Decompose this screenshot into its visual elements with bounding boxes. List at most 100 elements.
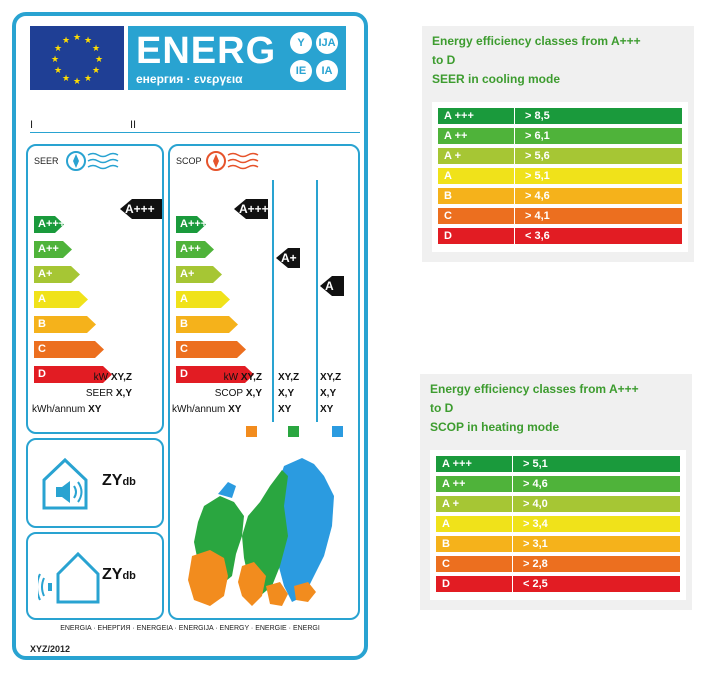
europe-climate-map xyxy=(188,458,334,606)
title-line: Energy efficiency classes from A+++ xyxy=(432,34,641,48)
noise-unit: db xyxy=(122,476,136,488)
eu-flag: ★ ★ ★ ★ ★ ★ ★ ★ ★ ★ ★ ★ xyxy=(30,26,124,90)
indoor-noise-panel: ZYdb xyxy=(26,438,164,528)
svg-text:★: ★ xyxy=(73,33,81,43)
class-cell: C xyxy=(442,558,450,570)
threshold-cell: > 4,6 xyxy=(514,188,682,204)
cooling-table-row: A + > 5,6 xyxy=(438,148,682,164)
class-cell: A ++ xyxy=(442,478,466,490)
spec-value: XY xyxy=(278,404,292,415)
scop-class-bar: A++ xyxy=(176,241,214,258)
spec-value: XY,Z xyxy=(110,372,132,383)
heating-table-row: A > 3,4 xyxy=(436,516,680,532)
indoor-noise-value: ZYdb xyxy=(102,472,136,490)
title-line: to D xyxy=(430,401,454,415)
seer-class-bar: A+ xyxy=(34,266,80,283)
spec-value: XY,Z xyxy=(278,372,300,383)
heating-table-row: A ++ > 4,6 xyxy=(436,476,680,492)
zone-cold-swatch xyxy=(332,426,343,437)
seer-class-bar: A xyxy=(34,291,88,308)
seer-class-bar: C xyxy=(34,341,104,358)
spec-label: SEER xyxy=(85,388,114,399)
scop-class-bar: D xyxy=(176,366,254,383)
energy-brand-banner: ENERG енергия · ενεργεια Y IJA IE IA xyxy=(128,26,346,90)
class-cell: A xyxy=(442,518,450,530)
cooling-fan-icon xyxy=(66,151,119,171)
svg-text:★: ★ xyxy=(92,44,100,54)
seer-rating-arrow: A+++ xyxy=(120,199,162,219)
noise-number: ZY xyxy=(102,566,123,583)
seer-spec-kwh: kWh/annum XY xyxy=(32,404,132,415)
brand-word: ENERG xyxy=(136,30,277,72)
zone-warm-swatch xyxy=(246,426,257,437)
heating-table-row: B > 3,1 xyxy=(436,536,680,552)
outdoor-speaker-icon xyxy=(38,551,100,604)
scop-spec-labels-kwh: kWh/annum XY xyxy=(172,404,264,415)
scop-class-bar: C xyxy=(176,341,246,358)
scop-rating-arrow-cold: A xyxy=(320,276,344,296)
noise-unit: db xyxy=(122,570,136,582)
scop-spec-labels-scop: SCOP X,Y xyxy=(170,388,262,399)
cooling-table-row: D < 3,6 xyxy=(438,228,682,244)
scop-spec-labels-kw: kW XY,Z xyxy=(170,372,262,383)
class-cell: A + xyxy=(444,150,462,162)
indoor-speaker-icon xyxy=(42,457,88,510)
scop-class-bar: B xyxy=(176,316,238,333)
svg-text:★: ★ xyxy=(62,36,70,46)
title-line: Energy efficiency classes from A+++ xyxy=(430,382,639,396)
zone-average-swatch xyxy=(288,426,299,437)
threshold-cell: > 4,0 xyxy=(512,496,680,512)
class-cell: A xyxy=(444,170,452,182)
threshold-cell: > 5,1 xyxy=(512,456,680,472)
seer-title: SEER xyxy=(34,156,59,166)
energy-label: ★ ★ ★ ★ ★ ★ ★ ★ ★ ★ ★ ★ ENERG енергия · ενεργεια… xyxy=(12,12,368,660)
cooling-table-row: A +++ > 8,5 xyxy=(438,108,682,124)
supplier-mark: I xyxy=(30,119,34,131)
scop-rating-arrow-warm: A+++ xyxy=(234,199,268,219)
heating-class-table: Energy efficiency classes from A+++ to D… xyxy=(420,374,692,610)
seer-class-bar: A++ xyxy=(34,241,72,258)
seer-spec-seer: SEER X,Y xyxy=(32,388,132,399)
spec-label: kWh/annum xyxy=(172,404,226,415)
lang-circle: IA xyxy=(316,60,338,82)
spec-label: kW xyxy=(223,372,239,383)
spec-label: SCOP xyxy=(214,388,244,399)
cooling-table-row: A ++ > 6,1 xyxy=(438,128,682,144)
scop-class-bar: A xyxy=(176,291,230,308)
threshold-cell: > 4,6 xyxy=(512,476,680,492)
svg-text:★: ★ xyxy=(92,66,100,76)
svg-text:★: ★ xyxy=(54,66,62,76)
outdoor-noise-panel: ZYdb xyxy=(26,532,164,620)
seer-class-bar: A+++ xyxy=(34,216,64,233)
seer-spec-kw: kW XY,Z xyxy=(32,372,132,383)
spec-value: X,Y xyxy=(245,388,262,399)
class-cell: D xyxy=(442,578,450,590)
class-cell: A +++ xyxy=(444,110,474,122)
threshold-cell: > 5,1 xyxy=(514,168,682,184)
header-separator xyxy=(30,132,360,133)
svg-text:★: ★ xyxy=(54,44,62,54)
cooling-table-row: C > 4,1 xyxy=(438,208,682,224)
svg-text:★: ★ xyxy=(84,36,92,46)
scop-title: SCOP xyxy=(176,156,202,166)
class-cell: C xyxy=(444,210,452,222)
spec-value: X,Y xyxy=(278,388,295,399)
class-cell: A +++ xyxy=(442,458,472,470)
heating-table-row: C > 2,8 xyxy=(436,556,680,572)
seer-class-bar: B xyxy=(34,316,96,333)
threshold-cell: < 3,6 xyxy=(514,228,682,244)
svg-text:★: ★ xyxy=(95,55,103,65)
spec-value: XY,Z xyxy=(240,372,262,383)
eu-stars-icon: ★ ★★ ★★★ ★★★ ★★★ xyxy=(51,33,103,87)
spec-label: kW xyxy=(93,372,109,383)
cooling-table-row: A > 5,1 xyxy=(438,168,682,184)
threshold-cell: > 3,1 xyxy=(512,536,680,552)
spec-value: XY xyxy=(320,404,334,415)
footer-regulation: XYZ/2012 xyxy=(30,644,71,654)
threshold-cell: > 6,1 xyxy=(514,128,682,144)
zone-divider xyxy=(272,180,274,422)
threshold-cell: > 4,1 xyxy=(514,208,682,224)
heating-fan-icon xyxy=(206,151,259,171)
lang-circle: Y xyxy=(290,32,312,54)
spec-value: X,Y xyxy=(115,388,132,399)
